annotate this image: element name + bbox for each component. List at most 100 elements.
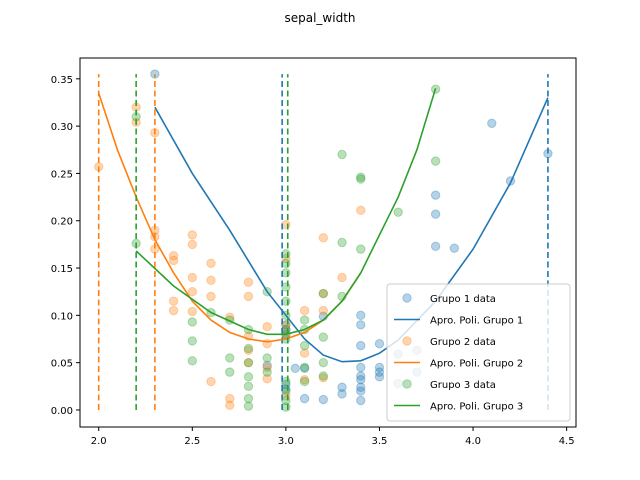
- data-point: [206, 291, 216, 302]
- data-point: [299, 374, 310, 385]
- data-point: [337, 237, 347, 248]
- data-point: [393, 207, 403, 217]
- x-tick-label: 4.0: [465, 436, 481, 447]
- legend-box: [386, 283, 571, 422]
- data-point: [243, 401, 254, 411]
- data-point: [318, 357, 329, 368]
- data-point: [187, 287, 198, 297]
- data-point: [168, 255, 179, 266]
- data-point: [356, 310, 366, 321]
- plot-area: [94, 69, 553, 412]
- data-point: [187, 239, 198, 250]
- data-point: [281, 282, 291, 292]
- y-tick-label: 0.10: [51, 311, 73, 322]
- data-point: [281, 376, 291, 387]
- data-point: [262, 322, 272, 332]
- data-point: [243, 393, 254, 404]
- data-point: [299, 315, 310, 325]
- data-point: [243, 277, 254, 287]
- legend: Grupo 1 data Apro. Poli. Grupo 1 Grupo 2 d…: [386, 283, 571, 422]
- x-tick-label: 3.0: [278, 436, 294, 447]
- data-point: [299, 348, 310, 358]
- data-point: [299, 393, 310, 404]
- data-point: [374, 372, 385, 382]
- data-point: [187, 317, 198, 327]
- data-point: [243, 343, 254, 354]
- data-point: [374, 339, 385, 349]
- x-tick-label: 4.5: [559, 436, 575, 447]
- legend-label: Apro. Poli. Grupo 3: [430, 402, 523, 413]
- data-point: [356, 340, 366, 351]
- data-point: [225, 400, 235, 410]
- legend-label: Apro. Poli. Grupo 2: [430, 359, 523, 370]
- data-point: [187, 306, 198, 317]
- data-point: [225, 353, 235, 363]
- y-tick-label: 0.15: [51, 264, 73, 275]
- data-point: [206, 376, 216, 387]
- data-point: [337, 149, 347, 160]
- data-point: [168, 305, 179, 316]
- legend-marker: [402, 379, 412, 389]
- data-point: [318, 373, 329, 383]
- data-point: [299, 362, 310, 373]
- data-point: [187, 230, 198, 240]
- x-tick-label: 3.5: [372, 436, 388, 447]
- data-point: [299, 305, 310, 316]
- fit-curve: [135, 88, 437, 336]
- data-point: [225, 367, 235, 377]
- data-point: [356, 362, 366, 373]
- data-point: [281, 402, 291, 412]
- y-tick-label: 0.20: [51, 217, 73, 228]
- data-point: [356, 371, 366, 381]
- legend-marker: [402, 293, 412, 303]
- data-point: [356, 244, 366, 254]
- data-point: [281, 324, 291, 335]
- chart-title: sepal_width: [284, 11, 355, 25]
- data-point: [262, 367, 272, 377]
- data-point: [168, 296, 179, 306]
- data-point: [430, 241, 441, 251]
- legend-label: Apro. Poli. Grupo 1: [430, 316, 523, 327]
- data-point: [281, 219, 291, 230]
- data-point: [262, 362, 272, 373]
- data-point: [281, 296, 291, 306]
- y-tick-label: 0.00: [51, 406, 73, 417]
- data-point: [243, 357, 254, 368]
- legend-label: Grupo 2 data: [430, 337, 496, 348]
- data-point: [356, 320, 366, 330]
- data-point: [262, 353, 272, 363]
- data-point: [430, 190, 441, 200]
- data-point: [150, 69, 160, 79]
- data-point: [243, 291, 254, 302]
- data-point: [337, 382, 347, 392]
- data-point: [318, 371, 329, 381]
- y-tick-label: 0.35: [51, 75, 73, 86]
- y-tick-label: 0.30: [51, 122, 73, 133]
- data-point: [318, 332, 329, 342]
- axes-frame: [79, 57, 577, 428]
- data-point: [337, 389, 347, 399]
- data-point: [356, 382, 366, 392]
- legend-label: Grupo 3 data: [430, 380, 496, 391]
- data-point: [225, 393, 235, 404]
- data-point: [318, 305, 329, 316]
- fit-curve: [154, 97, 549, 363]
- data-point: [487, 118, 497, 128]
- data-point: [299, 363, 310, 374]
- data-point: [168, 251, 179, 261]
- data-point: [262, 374, 272, 384]
- data-point: [299, 340, 310, 351]
- y-tick-label: 0.05: [51, 359, 73, 370]
- data-point: [318, 394, 329, 405]
- x-tick-label: 2.5: [184, 436, 200, 447]
- data-point: [187, 272, 198, 283]
- data-point: [281, 386, 291, 396]
- y-tick-label: 0.25: [51, 169, 73, 180]
- data-point: [243, 345, 254, 356]
- data-point: [318, 288, 329, 299]
- data-point: [430, 156, 441, 166]
- data-point: [356, 174, 366, 184]
- data-point: [243, 357, 254, 368]
- x-tick-label: 2.0: [91, 436, 107, 447]
